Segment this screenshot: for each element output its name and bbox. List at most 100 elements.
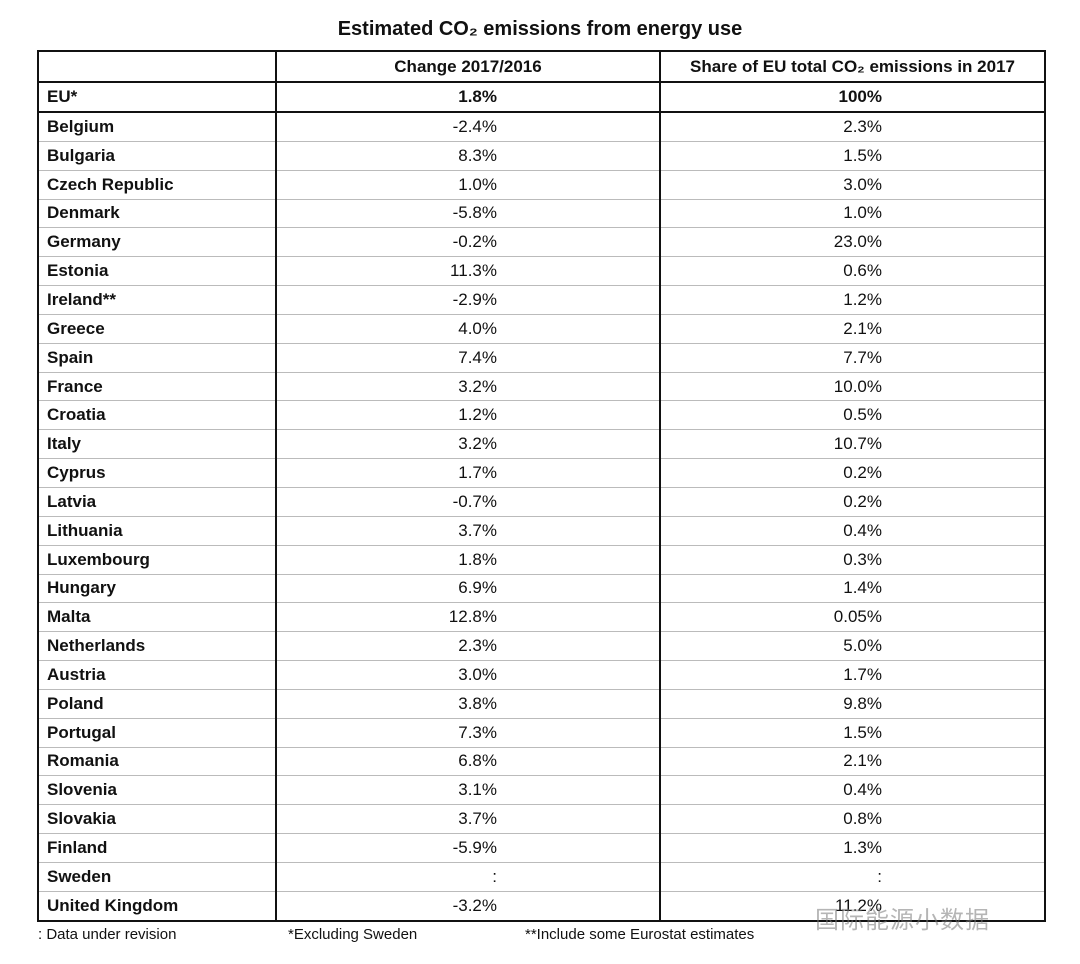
country-cell: Slovenia: [37, 775, 277, 805]
header-cell: [37, 50, 277, 83]
table-row: Croatia 1.2% 0.5%: [37, 400, 1046, 430]
table-row: Czech Republic 1.0% 3.0%: [37, 169, 1046, 200]
value-cell: 7.3%: [275, 717, 661, 748]
value-cell: 1.2%: [275, 400, 661, 430]
emissions-table: Change 2017/2016 Share of EU total CO₂ e…: [37, 50, 1046, 922]
country-cell: France: [37, 371, 277, 401]
value-cell: 1.0%: [275, 169, 661, 200]
table-row: Slovenia 3.1% 0.4%: [37, 775, 1046, 805]
country-cell: Bulgaria: [37, 140, 277, 171]
country-cell: Greece: [37, 313, 277, 344]
value-cell: 3.7%: [275, 804, 661, 834]
value-cell: 9.8%: [659, 688, 1046, 719]
table-row: Latvia -0.7% 0.2%: [37, 486, 1046, 517]
value-cell: 1.2%: [659, 285, 1046, 315]
value-cell: 1.8%: [275, 81, 661, 113]
value-cell: 6.9%: [275, 573, 661, 603]
country-cell: EU*: [37, 81, 277, 113]
country-cell: Malta: [37, 602, 277, 632]
value-cell: 3.0%: [275, 660, 661, 690]
value-cell: -3.2%: [275, 890, 661, 921]
value-cell: 0.3%: [659, 544, 1046, 574]
table-body: Change 2017/2016 Share of EU total CO₂ e…: [37, 50, 1046, 921]
value-cell: -2.9%: [275, 285, 661, 315]
value-cell: -5.8%: [275, 198, 661, 228]
value-cell: 1.5%: [659, 717, 1046, 748]
table-row: Denmark -5.8% 1.0%: [37, 198, 1046, 228]
value-cell: 4.0%: [275, 313, 661, 344]
value-cell: :: [275, 861, 661, 892]
value-cell: 3.0%: [659, 169, 1046, 200]
value-cell: 1.7%: [659, 660, 1046, 690]
country-cell: Czech Republic: [37, 169, 277, 200]
table-row: EU* 1.8% 100%: [37, 81, 1046, 113]
table-row: Italy 3.2% 10.7%: [37, 429, 1046, 459]
table-row: Luxembourg 1.8% 0.3%: [37, 544, 1046, 574]
value-cell: :: [659, 861, 1046, 892]
country-cell: Spain: [37, 342, 277, 373]
table-row: Austria 3.0% 1.7%: [37, 660, 1046, 690]
value-cell: 0.4%: [659, 775, 1046, 805]
value-cell: 0.5%: [659, 400, 1046, 430]
value-cell: 0.2%: [659, 486, 1046, 517]
title: Estimated CO₂ emissions from energy use: [337, 18, 743, 40]
value-cell: 0.4%: [659, 515, 1046, 546]
value-cell: 1.0%: [659, 198, 1046, 228]
header-cell: Share of EU total CO₂ emissions in 2017: [659, 50, 1046, 83]
value-cell: 6.8%: [275, 746, 661, 776]
table-row: Poland 3.8% 9.8%: [37, 688, 1046, 719]
footnote: **Include some Eurostat estimates: [525, 926, 755, 943]
value-cell: -2.4%: [275, 111, 661, 142]
value-cell: 3.8%: [275, 688, 661, 719]
table-row: Netherlands 2.3% 5.0%: [37, 631, 1046, 661]
value-cell: 1.7%: [275, 458, 661, 488]
table-row: Germany -0.2% 23.0%: [37, 227, 1046, 257]
value-cell: 3.1%: [275, 775, 661, 805]
value-cell: 3.2%: [275, 371, 661, 401]
table-row: Slovakia 3.7% 0.8%: [37, 804, 1046, 834]
country-cell: Belgium: [37, 111, 277, 142]
value-cell: 11.2%: [659, 890, 1046, 921]
country-cell: Poland: [37, 688, 277, 719]
value-cell: 7.4%: [275, 342, 661, 373]
country-cell: Sweden: [37, 861, 277, 892]
value-cell: 7.7%: [659, 342, 1046, 373]
value-cell: 8.3%: [275, 140, 661, 171]
country-cell: Germany: [37, 227, 277, 257]
table-row: Bulgaria 8.3% 1.5%: [37, 140, 1046, 171]
country-cell: Denmark: [37, 198, 277, 228]
table-row: Finland -5.9% 1.3%: [37, 833, 1046, 863]
table-row: Romania 6.8% 2.1%: [37, 746, 1046, 776]
country-cell: Italy: [37, 429, 277, 459]
table-row: Cyprus 1.7% 0.2%: [37, 458, 1046, 488]
header-cell: Change 2017/2016: [275, 50, 661, 83]
country-cell: Estonia: [37, 256, 277, 286]
country-cell: Slovakia: [37, 804, 277, 834]
value-cell: 0.05%: [659, 602, 1046, 632]
table-row: United Kingdom -3.2% 11.2%: [37, 890, 1046, 921]
country-cell: Hungary: [37, 573, 277, 603]
value-cell: 1.4%: [659, 573, 1046, 603]
table-row: Portugal 7.3% 1.5%: [37, 717, 1046, 748]
country-cell: Netherlands: [37, 631, 277, 661]
table-row: Ireland** -2.9% 1.2%: [37, 285, 1046, 315]
footnote: *Excluding Sweden: [288, 926, 418, 943]
value-cell: 0.2%: [659, 458, 1046, 488]
value-cell: 2.3%: [659, 111, 1046, 142]
table-row: Spain 7.4% 7.7%: [37, 342, 1046, 373]
country-cell: Lithuania: [37, 515, 277, 546]
value-cell: 100%: [659, 81, 1046, 113]
value-cell: 3.2%: [275, 429, 661, 459]
country-cell: Ireland**: [37, 285, 277, 315]
value-cell: 10.0%: [659, 371, 1046, 401]
value-cell: 2.3%: [275, 631, 661, 661]
country-cell: Portugal: [37, 717, 277, 748]
value-cell: 1.8%: [275, 544, 661, 574]
value-cell: 2.1%: [659, 746, 1046, 776]
value-cell: 0.8%: [659, 804, 1046, 834]
watermark: 国际能源小数据: [815, 907, 990, 934]
value-cell: -0.2%: [275, 227, 661, 257]
value-cell: 11.3%: [275, 256, 661, 286]
country-cell: United Kingdom: [37, 890, 277, 921]
